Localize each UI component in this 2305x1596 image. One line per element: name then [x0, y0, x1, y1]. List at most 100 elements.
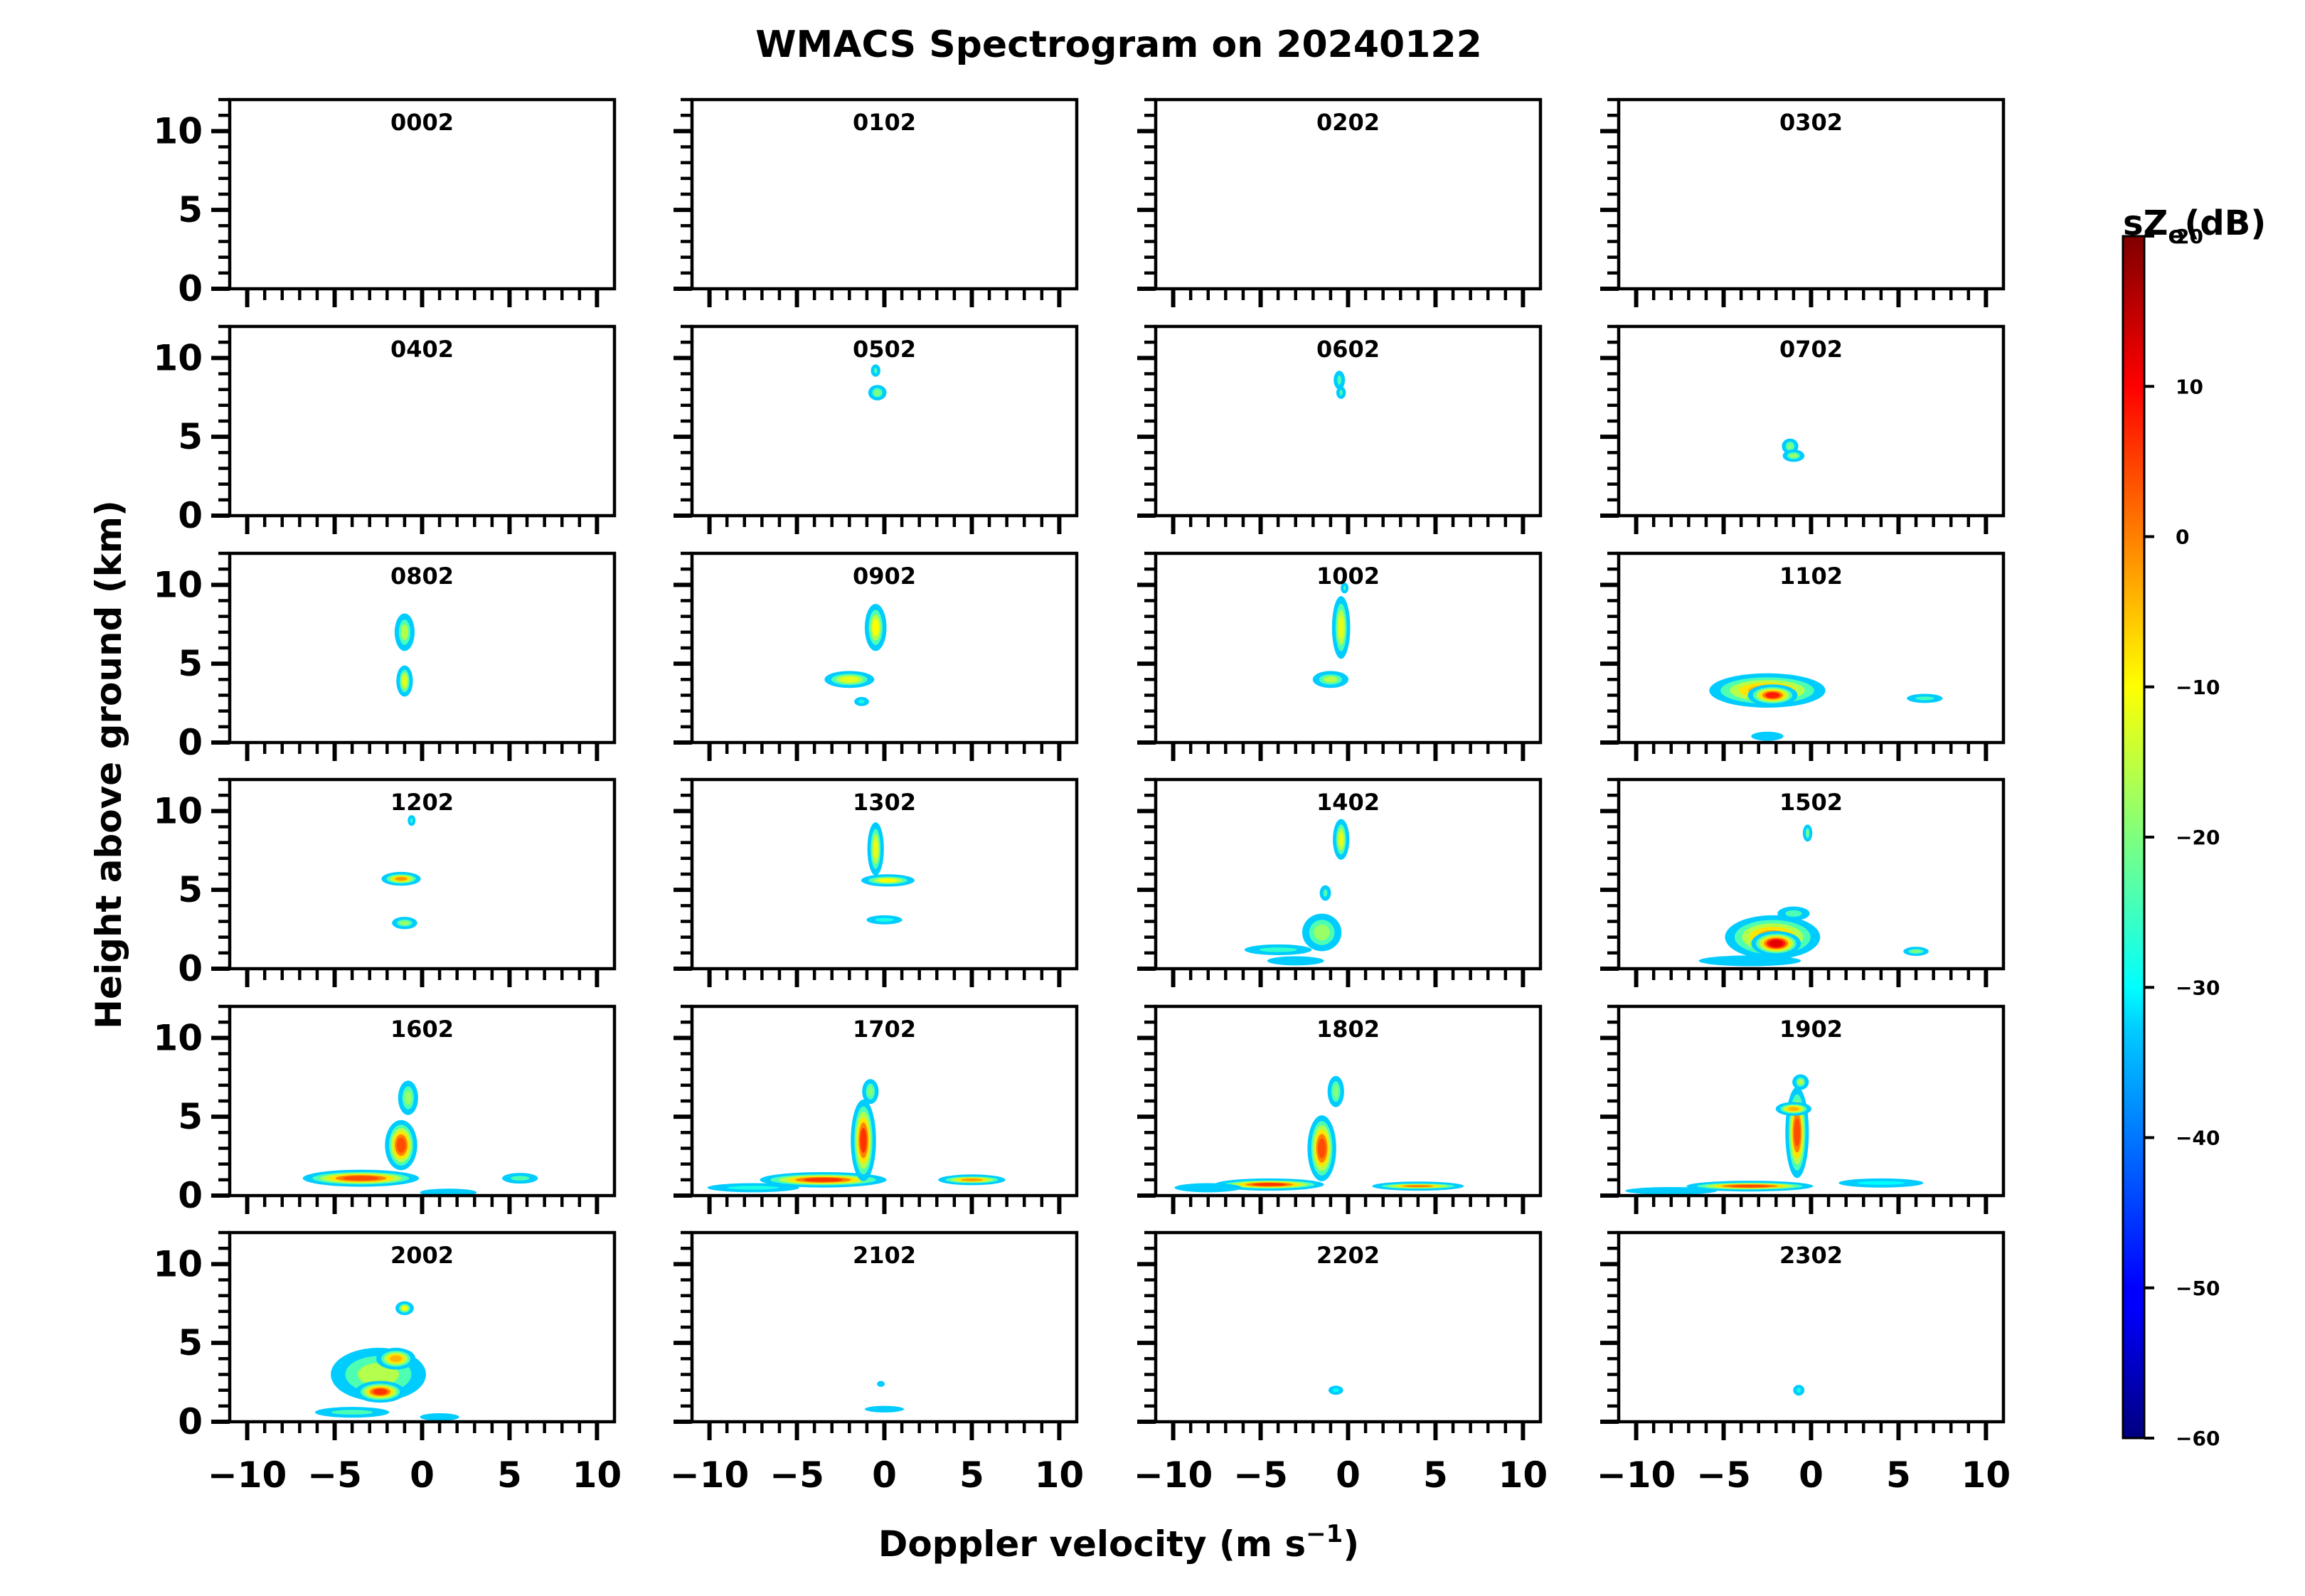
panel-1802-echo-2-level-2	[1333, 1085, 1339, 1098]
panel-0202: 0202	[1137, 97, 1543, 307]
panel-1202-ytick-label: 5	[178, 869, 203, 910]
panel-1202-data	[381, 815, 421, 930]
panel-1602-echo-2-level-2	[404, 1090, 412, 1105]
x-axis-label-superscript: −1	[1306, 1520, 1343, 1548]
panel-1402-data	[1244, 819, 1350, 966]
colorbar-tick-label: −60	[2176, 1427, 2220, 1450]
panel-1802-echo-4-level-0	[1174, 1183, 1242, 1193]
panel-1102-data	[1709, 673, 1943, 741]
panel-0802-echo-1-level-3	[402, 675, 408, 687]
panel-2002-xtick-label: −5	[307, 1454, 362, 1496]
panel-1102-echo-2-level-1	[1915, 696, 1934, 701]
panel-2002-ytick-label: 5	[178, 1322, 203, 1363]
panel-1402-echo-3-level-0	[1267, 956, 1324, 966]
panel-2002-echo-2-level-4	[390, 1355, 403, 1362]
panel-2002-label: 2002	[390, 1242, 454, 1269]
panel-2102-echo-1-level-0	[877, 1380, 885, 1388]
panel-1502-label: 1502	[1779, 789, 1843, 816]
panel-1102-label: 1102	[1779, 563, 1843, 590]
panel-1202-echo-2-level-1	[410, 818, 413, 823]
panel-1702-echo-4-level-2	[867, 1086, 873, 1097]
panel-1602-ytick-label: 5	[178, 1096, 203, 1137]
colorbar-tick-label: −10	[2176, 676, 2220, 699]
panel-2302-xtick-label: 10	[1961, 1454, 2011, 1496]
panel-0002: 0002 0 5 10	[153, 97, 617, 309]
panel-1902-echo-0-level-5	[1730, 1184, 1769, 1188]
panel-1002-echo-1-level-2	[1323, 676, 1338, 683]
panel-2302-xtick-label: −10	[1597, 1454, 1676, 1496]
panel-1402-echo-2-level-1	[1260, 947, 1297, 952]
colorbar-tick-label: −40	[2176, 1127, 2220, 1150]
panel-2202-label: 2202	[1316, 1242, 1380, 1269]
panel-0702-echo-1-level-2	[1789, 453, 1798, 458]
panel-2102: 2102 −10 −5 0 5 10	[670, 1230, 1085, 1496]
panel-0702: 0702	[1600, 324, 2006, 534]
panel-1702-echo-0-level-5	[804, 1178, 843, 1182]
panel-2302-xtick-label: −5	[1696, 1454, 1751, 1496]
panel-2102-echo-0-level-0	[864, 1405, 905, 1413]
panel-1502-echo-4-level-2	[1806, 829, 1809, 836]
panel-0502: 0502	[674, 324, 1079, 534]
panel-0502-label: 0502	[853, 336, 916, 363]
panel-2202-echo-0-level-1	[1332, 1388, 1339, 1393]
panel-1202-label: 1202	[390, 789, 454, 816]
panel-1602-echo-4-level-0	[420, 1188, 477, 1196]
panel-1602: 1602 0 5 10	[153, 1004, 617, 1216]
panel-0102-label: 0102	[853, 109, 916, 136]
panel-1702: 1702	[674, 1004, 1079, 1214]
panel-0602-label: 0602	[1316, 336, 1380, 363]
panel-0002-ytick-label: 0	[178, 268, 203, 309]
panel-0802-data	[394, 613, 415, 697]
x-axis-label: Doppler velocity (m s−1)	[878, 1520, 1359, 1565]
panel-1302-data	[861, 822, 915, 925]
panel-1002: 1002	[1137, 551, 1543, 761]
panel-2102-xtick-label: 5	[959, 1454, 984, 1496]
panel-1702-echo-1-level-5	[860, 1127, 867, 1153]
panel-1502-echo-1-level-6	[1769, 940, 1783, 947]
panel-2002-data	[314, 1301, 459, 1421]
panel-1002-echo-0-level-3	[1338, 615, 1344, 639]
panel-2202: 2202 −10 −5 0 5 10	[1134, 1230, 1548, 1496]
panel-0502-echo-0-level-1	[874, 368, 878, 373]
panel-1902-echo-2-level-4	[1788, 1107, 1799, 1111]
panel-1802-echo-1-level-5	[1318, 1138, 1326, 1159]
panel-0002-ytick-label: 5	[178, 189, 203, 230]
panel-1802: 1802	[1137, 1004, 1543, 1214]
panel-0902-echo-2-level-1	[858, 699, 865, 703]
panel-1602-ytick-label: 0	[178, 1175, 203, 1216]
panel-0802: 0802 0 5 10	[153, 551, 617, 763]
y-axis-label: Height above ground (km)	[88, 500, 129, 1029]
panel-0802-ytick-label: 0	[178, 722, 203, 763]
panel-2002-xtick-label: 5	[497, 1454, 522, 1496]
panel-0602-data	[1334, 371, 1346, 399]
panel-2302-label: 2302	[1779, 1242, 1843, 1269]
panel-1202-ytick-label: 10	[153, 790, 203, 831]
panel-1602-label: 1602	[390, 1016, 454, 1043]
panel-1802-echo-3-level-4	[1402, 1185, 1434, 1188]
panel-1602-data	[302, 1080, 538, 1196]
panel-1402-echo-1-level-2	[1314, 924, 1330, 941]
panel-0202-label: 0202	[1316, 109, 1380, 136]
panel-2202-xtick-label: 0	[1336, 1454, 1361, 1496]
panel-1202: 1202 0 5 10	[153, 777, 617, 989]
panel-1902-label: 1902	[1779, 1016, 1843, 1043]
panel-1002-echo-2-level-1	[1343, 585, 1346, 591]
panel-0702-label: 0702	[1779, 336, 1843, 363]
panel-2102-xtick-label: 10	[1035, 1454, 1085, 1496]
panel-0402: 0402 0 5 10	[153, 324, 617, 536]
panel-1702-echo-2-level-4	[961, 1178, 983, 1181]
panel-2302-echo-0-level-1	[1796, 1388, 1801, 1393]
panel-1402-echo-4-level-1	[1323, 889, 1328, 897]
panel-0902-echo-1-level-3	[841, 676, 858, 683]
panel-1602-echo-3-level-1	[511, 1176, 530, 1181]
panel-0402-ytick-label: 0	[178, 495, 203, 536]
panel-0402-ytick-label: 5	[178, 416, 203, 457]
panel-1502-echo-2-level-0	[1698, 955, 1801, 967]
panel-0302: 0302	[1600, 97, 2006, 307]
panel-0802-echo-0-level-2	[400, 624, 408, 640]
panel-0602-echo-0-level-1	[1337, 375, 1342, 385]
panel-1202-echo-0-level-4	[395, 876, 408, 881]
panel-0902-label: 0902	[853, 563, 916, 590]
panel-1402-label: 1402	[1316, 789, 1380, 816]
